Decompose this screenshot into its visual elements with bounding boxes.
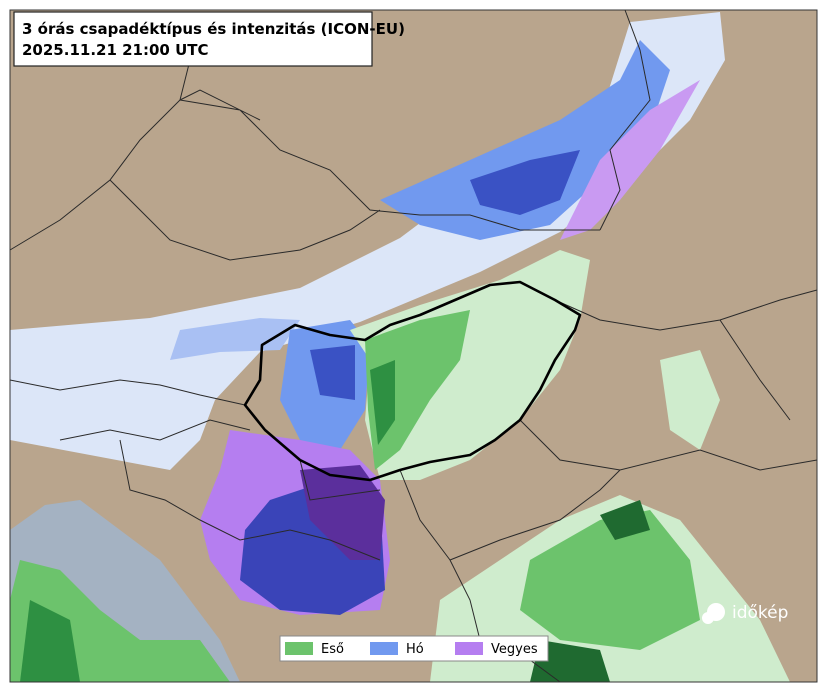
legend-box bbox=[279, 635, 549, 662]
logo: időkép bbox=[702, 603, 788, 624]
title-box bbox=[13, 11, 373, 67]
precip-rain-heavy bbox=[370, 360, 395, 445]
timestamp: 2025.11.21 21:00 UTC bbox=[22, 41, 209, 59]
title: 3 órás csapadéktípus és intenzitás (ICON… bbox=[22, 20, 405, 38]
precip-snow bbox=[380, 40, 670, 240]
precip-snow-light bbox=[170, 318, 300, 360]
precip-rain bbox=[365, 310, 470, 470]
legend-label: Eső bbox=[321, 642, 344, 657]
precip-rain-light bbox=[660, 350, 720, 450]
legend-label: Hó bbox=[406, 642, 424, 657]
legend-label: Vegyes bbox=[491, 642, 538, 657]
legend-swatch bbox=[455, 642, 483, 655]
logo-icon bbox=[702, 612, 714, 624]
map-frame bbox=[9, 9, 818, 683]
precip-mixed-heavy bbox=[300, 465, 385, 560]
legend-swatch bbox=[285, 642, 313, 655]
precip-snow-heavy bbox=[470, 150, 580, 215]
precip-mixed bbox=[560, 80, 700, 240]
precip-rain bbox=[520, 510, 700, 650]
logo-text: időkép bbox=[732, 603, 788, 623]
precip-snow-heavy bbox=[310, 345, 355, 400]
country-border bbox=[9, 9, 818, 683]
legend-swatch bbox=[370, 642, 398, 655]
precip-rain-heavy bbox=[20, 600, 80, 682]
legend: Eső Hó Vegyes bbox=[285, 642, 538, 657]
hungary-border bbox=[243, 280, 582, 482]
precip-rain-heavy bbox=[530, 500, 650, 682]
